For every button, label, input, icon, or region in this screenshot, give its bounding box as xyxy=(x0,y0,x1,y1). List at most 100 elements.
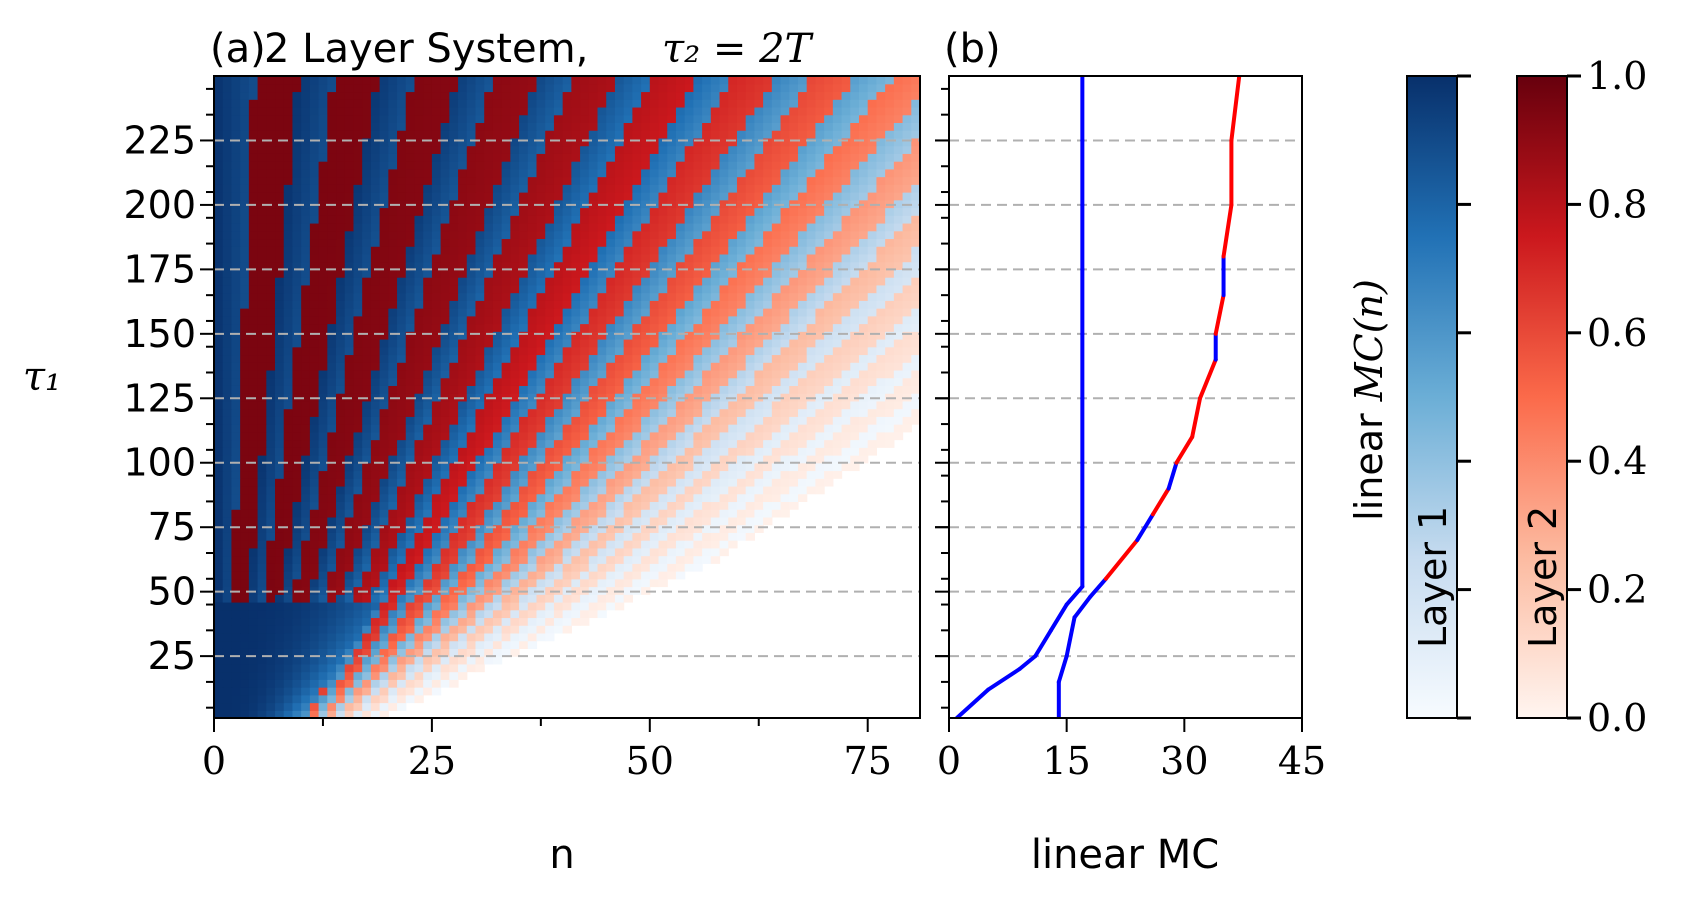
heatmap-cell xyxy=(684,563,694,572)
heatmap-cell xyxy=(545,277,555,286)
heatmap-cell xyxy=(353,632,363,642)
heatmap-cell xyxy=(344,671,355,680)
heatmap-cell xyxy=(283,586,294,595)
heatmap-cell xyxy=(832,323,843,332)
heatmap-cell xyxy=(214,524,224,533)
heatmap-cell xyxy=(885,261,895,270)
heatmap-cell xyxy=(562,400,572,410)
heatmap-cell xyxy=(745,184,755,193)
heatmap-cell xyxy=(632,485,642,495)
heatmap-cell xyxy=(649,308,660,317)
heatmap-cell xyxy=(736,408,747,417)
heatmap-cell xyxy=(745,447,755,456)
heatmap-cell xyxy=(492,230,503,240)
heatmap-cell xyxy=(379,563,389,572)
heatmap-cell xyxy=(702,168,712,178)
heatmap-cell xyxy=(623,377,633,386)
heatmap-cell xyxy=(440,447,450,456)
heatmap-cell xyxy=(484,609,494,619)
heatmap-cell xyxy=(414,338,424,348)
heatmap-cell xyxy=(484,447,494,456)
heatmap-cell xyxy=(397,168,407,178)
heatmap-cell xyxy=(606,308,616,317)
heatmap-cell xyxy=(370,632,381,642)
heatmap-cell xyxy=(379,292,389,301)
heatmap-cell xyxy=(336,455,346,464)
heatmap-cell xyxy=(336,222,346,232)
heatmap-cell xyxy=(519,563,529,572)
heatmap-cell xyxy=(710,292,721,301)
heatmap-cell xyxy=(824,455,834,464)
heatmap-cell xyxy=(309,439,320,448)
heatmap-cell xyxy=(370,346,381,356)
heatmap-cell xyxy=(353,416,363,425)
heatmap-cell xyxy=(318,648,328,657)
heatmap-cell xyxy=(763,400,773,410)
heatmap-cell xyxy=(248,300,259,309)
heatmap-cell xyxy=(484,377,494,386)
heatmap-cell xyxy=(797,478,808,487)
heatmap-cell xyxy=(763,230,773,240)
heatmap-cell xyxy=(763,470,773,479)
heatmap-cell xyxy=(292,702,302,711)
heatmap-cell xyxy=(815,424,825,433)
heatmap-cell xyxy=(379,485,389,495)
heatmap-cell xyxy=(388,192,398,201)
heatmap-cell xyxy=(510,315,520,325)
heatmap-cell xyxy=(370,176,381,185)
heatmap-cell xyxy=(301,640,311,649)
heatmap-cell xyxy=(623,246,633,255)
heatmap-cell xyxy=(675,145,686,154)
heatmap-cell xyxy=(222,640,233,649)
heatmap-cell xyxy=(763,385,773,394)
heatmap-cell xyxy=(318,362,328,371)
heatmap-cell xyxy=(492,393,503,402)
heatmap-cell xyxy=(309,331,320,340)
heatmap-cell xyxy=(771,308,782,317)
heatmap-cell xyxy=(248,277,259,286)
heatmap-cell xyxy=(231,215,241,224)
heatmap-cell xyxy=(527,547,538,557)
heatmap-cell xyxy=(353,532,363,541)
heatmap-cell xyxy=(214,346,224,356)
heatmap-cell xyxy=(832,416,843,425)
heatmap-cell xyxy=(475,215,485,224)
heatmap-cell xyxy=(397,470,407,479)
heatmap-cell xyxy=(309,292,320,301)
heatmap-cell xyxy=(745,478,755,487)
heatmap-cell xyxy=(231,315,241,325)
heatmap-cell xyxy=(841,246,851,255)
heatmap-cell xyxy=(231,369,241,379)
heatmap-cell xyxy=(275,594,285,603)
heatmap-cell xyxy=(545,601,555,611)
heatmap-cell xyxy=(275,385,285,394)
heatmap-cell xyxy=(675,509,686,518)
heatmap-cell xyxy=(466,594,477,603)
heatmap-cell xyxy=(327,547,337,557)
heatmap-cell xyxy=(318,416,328,425)
heatmap-cell xyxy=(449,238,459,247)
heatmap-cell xyxy=(702,308,712,317)
heatmap-cell xyxy=(510,493,520,503)
heatmap-cell xyxy=(248,369,259,379)
heatmap-cell xyxy=(466,524,477,533)
heatmap-cell xyxy=(318,694,328,704)
heatmap-cell xyxy=(397,687,407,696)
heatmap-cell xyxy=(763,377,773,386)
heatmap-cell xyxy=(344,694,355,704)
heatmap-cell xyxy=(309,261,320,270)
heatmap-cell xyxy=(327,192,337,201)
heatmap-cell xyxy=(458,416,468,425)
heatmap-cell xyxy=(588,439,599,448)
heatmap-cell xyxy=(858,246,869,255)
heatmap-cell xyxy=(283,323,294,332)
heatmap-cell xyxy=(492,222,503,232)
heatmap-cell xyxy=(266,338,276,348)
heatmap-cell xyxy=(466,261,477,270)
heatmap-cell xyxy=(675,540,686,549)
heatmap-cell xyxy=(283,462,294,472)
heatmap-cell xyxy=(710,431,721,441)
heatmap-cell xyxy=(449,470,459,479)
heatmap-cell xyxy=(379,493,389,503)
heatmap-cell xyxy=(370,478,381,487)
